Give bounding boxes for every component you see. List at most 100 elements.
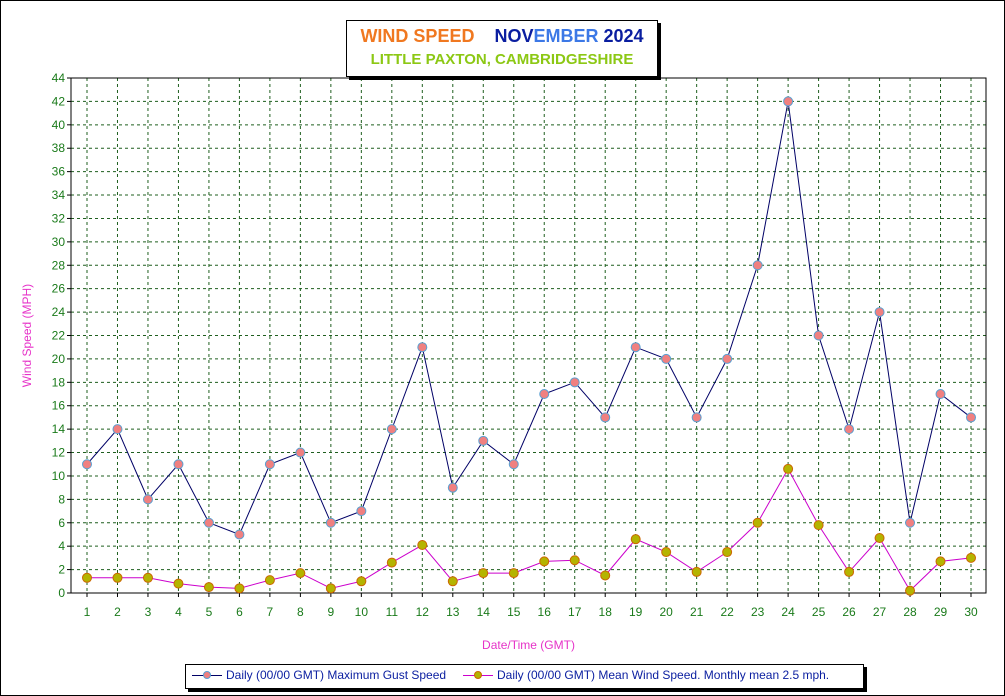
data-point-mean xyxy=(173,578,184,589)
data-point-mean xyxy=(752,517,763,528)
x-tick-label: 2 xyxy=(114,605,121,619)
data-point-gust xyxy=(234,529,245,540)
x-tick-label: 8 xyxy=(297,605,304,619)
x-tick-label: 20 xyxy=(659,605,673,619)
data-point-mean xyxy=(295,568,306,579)
data-point-gust xyxy=(264,459,275,470)
x-axis-label: Date/Time (GMT) xyxy=(482,638,575,652)
legend-item-gust: Daily (00/00 GMT) Maximum Gust Speed xyxy=(192,668,446,682)
legend-label-mean: Daily (00/00 GMT) Mean Wind Speed. Month… xyxy=(497,668,830,682)
x-tick-label: 3 xyxy=(145,605,152,619)
data-point-gust xyxy=(722,353,733,364)
x-tick-label: 26 xyxy=(842,605,856,619)
y-tick-label: 28 xyxy=(52,258,66,272)
legend-marker-gust xyxy=(203,671,211,679)
data-point-mean xyxy=(935,556,946,567)
data-point-gust xyxy=(874,307,885,318)
data-point-gust xyxy=(691,412,702,423)
data-point-mean xyxy=(813,520,824,531)
data-point-mean xyxy=(264,575,275,586)
x-tick-label: 16 xyxy=(538,605,552,619)
data-point-gust xyxy=(142,494,153,505)
y-axis-label: Wind Speed (MPH) xyxy=(20,284,34,387)
title-month-b: EMBER xyxy=(533,26,599,46)
y-tick-label: 14 xyxy=(52,422,66,436)
chart-title: WIND SPEED NOVEMBER 2024 xyxy=(347,26,657,47)
y-tick-label: 8 xyxy=(58,492,65,506)
y-tick-label: 4 xyxy=(58,539,65,553)
chart-subtitle: LITTLE PAXTON, CAMBRIDGESHIRE xyxy=(370,51,634,68)
data-point-gust xyxy=(661,353,672,364)
title-month-a: NOV xyxy=(494,26,534,46)
data-point-gust xyxy=(173,459,184,470)
y-tick-label: 40 xyxy=(52,118,66,132)
data-point-mean xyxy=(600,570,611,581)
y-tick-label: 10 xyxy=(52,469,66,483)
data-point-gust xyxy=(203,517,214,528)
data-point-mean xyxy=(386,557,397,568)
data-point-mean xyxy=(356,576,367,587)
x-tick-label: 6 xyxy=(236,605,243,619)
data-point-mean xyxy=(722,547,733,558)
data-point-mean xyxy=(539,556,550,567)
data-point-mean xyxy=(112,572,123,583)
data-point-mean xyxy=(142,572,153,583)
y-tick-label: 44 xyxy=(52,71,66,85)
x-tick-label: 23 xyxy=(751,605,765,619)
data-point-gust xyxy=(966,412,976,423)
y-tick-label: 12 xyxy=(52,446,66,460)
data-point-gust xyxy=(478,435,489,446)
data-point-gust xyxy=(356,506,367,517)
x-tick-label: 21 xyxy=(690,605,704,619)
data-point-mean xyxy=(447,576,458,587)
chart-title-box: WIND SPEED NOVEMBER 2024 LITTLE PAXTON, … xyxy=(346,20,658,77)
data-point-gust xyxy=(783,96,794,107)
legend-marker-mean xyxy=(474,671,482,679)
series-line-mean xyxy=(87,467,972,592)
data-point-gust xyxy=(447,482,458,493)
data-point-gust xyxy=(600,412,611,423)
y-tick-label: 22 xyxy=(52,329,66,343)
data-point-gust xyxy=(386,424,397,435)
x-tick-label: 12 xyxy=(416,605,430,619)
x-tick-label: 27 xyxy=(873,605,887,619)
data-point-mean xyxy=(234,583,245,594)
title-year: 2024 xyxy=(603,26,644,46)
data-point-mean xyxy=(325,583,336,594)
data-point-gust xyxy=(82,459,92,470)
y-tick-label: 36 xyxy=(52,165,66,179)
legend-item-mean: Daily (00/00 GMT) Mean Wind Speed. Month… xyxy=(463,668,829,682)
y-tick-label: 20 xyxy=(52,352,66,366)
y-tick-label: 34 xyxy=(52,188,66,202)
data-point-mean xyxy=(508,568,519,579)
data-point-mean xyxy=(844,566,855,577)
data-point-mean xyxy=(630,534,641,545)
y-tick-label: 32 xyxy=(52,211,66,225)
data-point-mean xyxy=(966,552,976,563)
x-tick-label: 7 xyxy=(267,605,274,619)
data-point-gust xyxy=(569,377,580,388)
y-tick-label: 0 xyxy=(58,586,65,600)
x-tick-label: 14 xyxy=(477,605,491,619)
data-point-gust xyxy=(417,342,428,353)
data-point-mean xyxy=(82,572,92,583)
data-point-gust xyxy=(630,342,641,353)
data-point-mean xyxy=(691,566,702,577)
x-tick-label: 30 xyxy=(964,605,978,619)
data-point-mean xyxy=(417,540,428,551)
y-tick-label: 24 xyxy=(52,305,66,319)
y-tick-label: 6 xyxy=(58,516,65,530)
x-tick-label: 28 xyxy=(903,605,917,619)
data-point-gust xyxy=(295,447,306,458)
y-tick-label: 16 xyxy=(52,399,66,413)
data-point-mean xyxy=(569,555,580,566)
data-point-gust xyxy=(935,389,946,400)
legend-swatch-mean xyxy=(463,670,493,680)
x-tick-label: 13 xyxy=(446,605,460,619)
x-tick-label: 9 xyxy=(328,605,335,619)
data-point-mean xyxy=(783,463,794,474)
data-point-gust xyxy=(508,459,519,470)
y-tick-label: 30 xyxy=(52,235,66,249)
x-tick-label: 17 xyxy=(568,605,582,619)
